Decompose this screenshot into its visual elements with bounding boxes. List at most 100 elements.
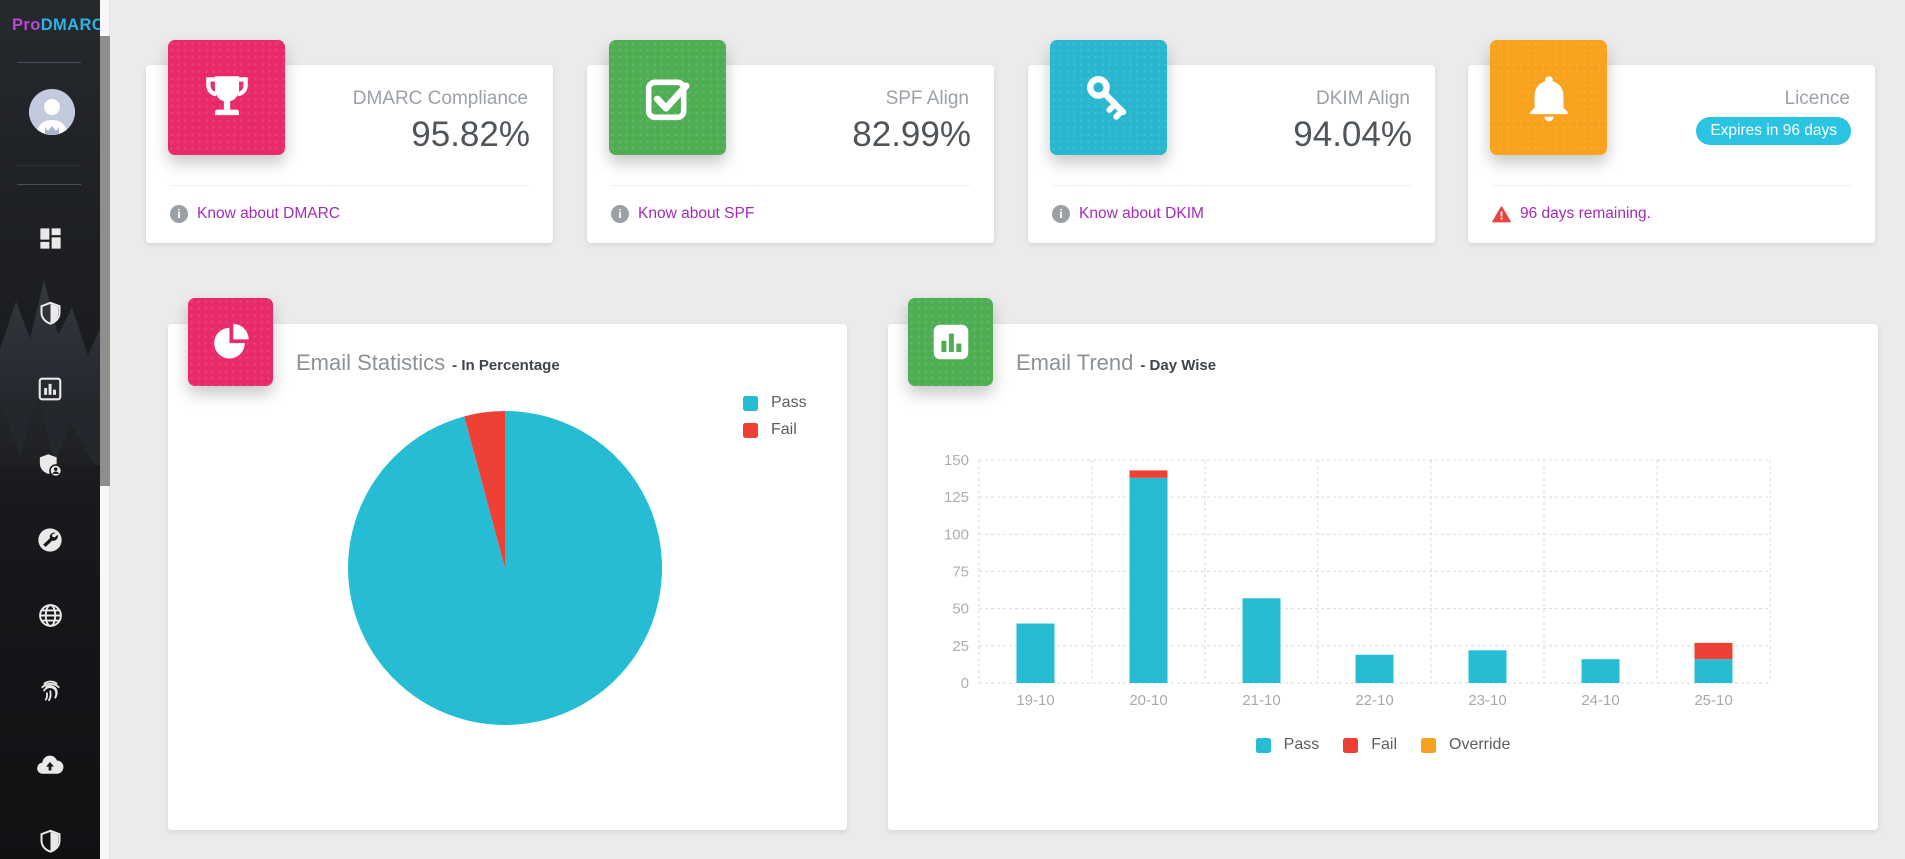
dmarc-compliance-value: 95.82% <box>411 115 530 154</box>
know-about-spf-link[interactable]: Know about SPF <box>638 205 755 222</box>
bar-pass-25-10 <box>1694 659 1733 683</box>
licence-card: Licence Expires in 96 days 96 days remai… <box>1468 40 1875 243</box>
y-axis-tick: 150 <box>944 452 969 469</box>
bar-pass-22-10 <box>1355 654 1394 683</box>
know-about-dkim-link[interactable]: Know about DKIM <box>1079 205 1204 222</box>
info-icon: i <box>170 205 188 223</box>
sidebar-item-security[interactable] <box>0 803 100 859</box>
pie-legend-fail[interactable]: Fail <box>743 421 807 439</box>
pie-legend-pass-label: Pass <box>771 394 807 411</box>
sidebar-divider-2 <box>17 184 81 185</box>
trophy-icon <box>205 75 248 115</box>
know-about-dmarc-link[interactable]: Know about DMARC <box>197 205 341 222</box>
avatar-person-icon <box>29 89 75 135</box>
globe-icon <box>38 603 62 627</box>
sidebar-item-tools[interactable] <box>0 502 100 577</box>
y-axis-tick: 100 <box>944 526 969 543</box>
email-trend-title: Email Trend <box>1016 350 1134 375</box>
x-axis-label: 25-10 <box>1694 692 1732 709</box>
x-axis-label: 21-10 <box>1242 692 1280 709</box>
card-divider <box>1052 185 1411 186</box>
user-avatar[interactable] <box>29 89 75 135</box>
x-axis-label: 24-10 <box>1581 692 1619 709</box>
spf-align-value: 82.99% <box>852 115 971 154</box>
dashboard-icon <box>39 228 61 249</box>
sidebar-item-protection[interactable] <box>0 276 100 351</box>
logo-dmarc-text: DMARC <box>40 16 100 34</box>
sidebar-item-forensics[interactable] <box>0 653 100 728</box>
sidebar-item-reports[interactable] <box>0 352 100 427</box>
email-statistics-subtitle: - In Percentage <box>452 357 560 374</box>
pie-legend-fail-swatch <box>743 422 758 438</box>
email-statistics-card: Email Statistics - In Percentage Pass Fai… <box>168 298 847 830</box>
trend-legend-fail-swatch <box>1343 737 1359 753</box>
dkim-align-label: DKIM Align <box>1316 88 1410 109</box>
trend-card-tile <box>908 298 993 386</box>
card-divider <box>1492 185 1851 186</box>
bar-fail-25-10 <box>1694 642 1733 660</box>
sidebar-item-policy[interactable] <box>0 427 100 502</box>
x-axis-label: 20-10 <box>1129 692 1167 709</box>
trend-legend-override[interactable]: Override <box>1421 736 1510 754</box>
pie-legend: Pass Fail <box>743 394 807 439</box>
trend-legend-fail-label: Fail <box>1371 736 1397 753</box>
prodmarc-logo[interactable]: ProDMARC <box>12 16 100 35</box>
trend-legend-pass[interactable]: Pass <box>1255 736 1320 754</box>
shield-check-icon <box>39 829 61 853</box>
sidebar-scrollbar-thumb[interactable] <box>100 36 110 486</box>
bell-icon <box>1529 75 1568 121</box>
bar-chart-icon <box>933 324 968 360</box>
cloud-upload-icon <box>37 755 64 774</box>
email-statistics-pie-chart <box>348 411 663 725</box>
y-axis-tick: 75 <box>952 564 969 581</box>
bar-pass-24-10 <box>1581 659 1620 683</box>
trend-legend-fail[interactable]: Fail <box>1343 736 1397 754</box>
x-axis-label: 22-10 <box>1355 692 1393 709</box>
dmarc-card-tile <box>168 40 285 155</box>
pie-legend-pass-swatch <box>743 395 758 411</box>
dkim-align-value: 94.04% <box>1293 115 1412 154</box>
statistics-card-tile <box>188 298 273 386</box>
warning-triangle-icon <box>1492 205 1511 222</box>
key-icon <box>1086 75 1126 120</box>
info-icon: i <box>1052 205 1070 223</box>
sidebar-scrollbar-track <box>100 0 110 859</box>
y-axis-tick: 50 <box>952 601 969 618</box>
report-chart-icon <box>38 377 62 401</box>
bar-pass-20-10 <box>1129 477 1168 683</box>
trend-legend-pass-label: Pass <box>1283 736 1320 753</box>
pie-legend-pass[interactable]: Pass <box>743 394 807 412</box>
trend-legend-pass-swatch <box>1255 737 1271 753</box>
y-axis-tick: 0 <box>961 675 969 692</box>
sidebar: ProDMARC <box>0 0 100 859</box>
licence-card-tile <box>1490 40 1607 155</box>
y-axis-tick: 25 <box>952 638 969 655</box>
logo-pro-text: Pro <box>12 16 41 34</box>
bar-fail-20-10 <box>1129 470 1168 478</box>
sidebar-nav <box>0 201 100 859</box>
pie-slice-fail <box>464 411 505 568</box>
trend-legend-override-label: Override <box>1449 736 1511 753</box>
sidebar-divider-dotted <box>17 165 81 166</box>
email-trend-subtitle: - Day Wise <box>1140 357 1217 374</box>
tools-icon <box>38 528 62 552</box>
pie-legend-fail-label: Fail <box>771 421 797 438</box>
check-square-icon <box>645 79 690 120</box>
card-divider <box>170 185 529 186</box>
dmarc-compliance-card: DMARC Compliance 95.82% i Know about DMA… <box>146 40 553 243</box>
spf-align-label: SPF Align <box>885 88 969 109</box>
trend-legend-override-swatch <box>1421 737 1436 753</box>
fingerprint-icon <box>40 680 60 701</box>
x-axis-label: 23-10 <box>1468 692 1506 709</box>
email-trend-bar-chart: 0 25 50 75 100 125 150 19-10 20-10 21-10 22-10 23-1… <box>944 452 1771 709</box>
dkim-card-tile <box>1050 40 1167 155</box>
licence-expiry-badge: Expires in 96 days <box>1696 117 1851 145</box>
sidebar-item-domains[interactable] <box>0 577 100 652</box>
sidebar-item-upload[interactable] <box>0 728 100 803</box>
bar-pass-19-10 <box>1016 623 1055 683</box>
sidebar-item-dashboard[interactable] <box>0 201 100 276</box>
licence-label: Licence <box>1784 88 1851 109</box>
days-remaining-text: 96 days remaining. <box>1520 205 1651 222</box>
pie-chart-icon <box>213 323 249 359</box>
